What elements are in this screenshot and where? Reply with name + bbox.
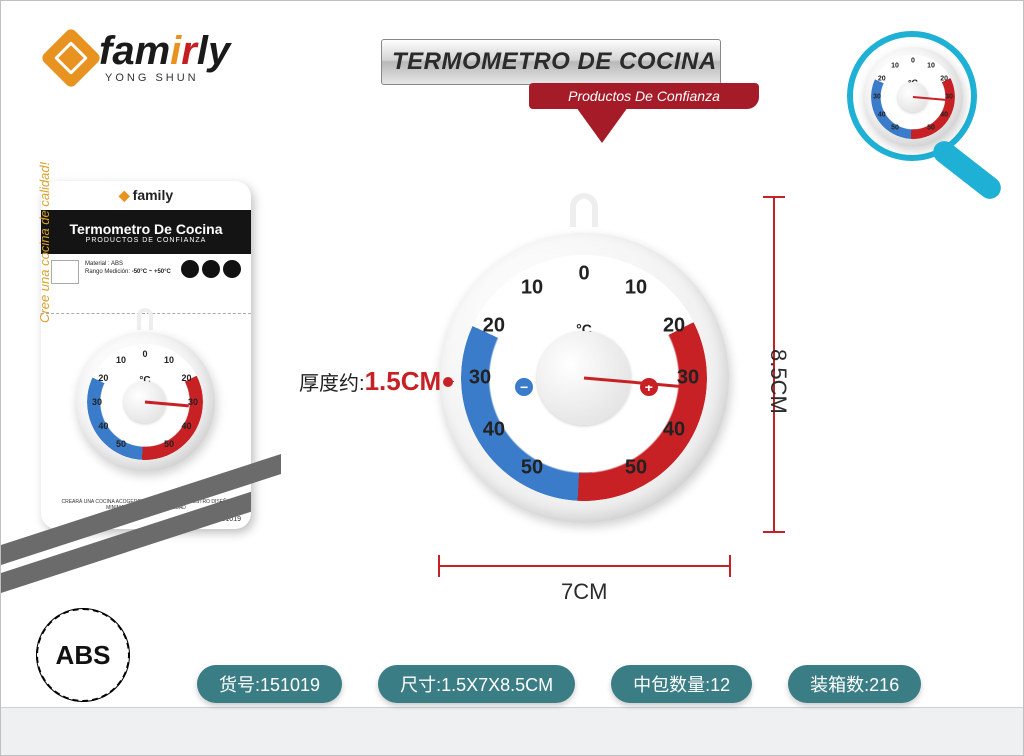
abs-label: ABS [56, 640, 111, 671]
scale-number: 50 [521, 457, 543, 480]
package-subtitle: PRODUCTOS DE CONFIANZA [86, 237, 207, 244]
package-logo: family [51, 187, 241, 204]
bottom-bar [1, 707, 1023, 755]
scale-number: 10 [164, 355, 174, 365]
scale-number: 0 [142, 349, 147, 359]
magnifier-ring-icon: °C 010203040501020304050 [847, 31, 977, 161]
scale-number: 10 [891, 62, 899, 69]
dim-tick [438, 555, 440, 577]
scale-number: 40 [940, 112, 948, 119]
abs-badge: ABS [37, 609, 129, 701]
brand-logo: famirly YONG SHUN [49, 31, 230, 84]
feature-icons [181, 260, 241, 284]
package-footer-text: CREARÁ UNA COCINA ACOGEDORA Y CÁLIDA CON… [51, 499, 241, 511]
package-material: Material : ABS Rango Medición: -50°C ~ +… [85, 260, 175, 284]
callout-dot-icon [443, 377, 453, 387]
brand-part: i [170, 29, 181, 73]
scale-number: 0 [911, 58, 915, 65]
scale-number: 50 [927, 125, 935, 132]
scale-number: 10 [116, 355, 126, 365]
title-tag: Productos De Confianza [529, 83, 759, 109]
brand-part: r [181, 29, 197, 73]
scale-number: 30 [945, 94, 953, 101]
spec-pill: 尺寸:1.5X7X8.5CM [378, 665, 575, 703]
package-title: Termometro De Cocina [70, 221, 223, 237]
main-thermometer: °C − + 010203040501020304050 [439, 233, 729, 523]
brand-logo-icon [40, 26, 102, 88]
scale-number: 20 [940, 76, 948, 83]
title-banner: TERMOMETRO DE COCINA Productos De Confia… [381, 39, 721, 85]
height-label: 8.5CM [765, 349, 791, 414]
scale-number: 20 [182, 373, 192, 383]
scale-number: 30 [469, 367, 491, 390]
scale-number: 20 [98, 373, 108, 383]
hook-icon [137, 308, 153, 330]
product-title: TERMOMETRO DE COCINA [392, 48, 717, 76]
package-ref: REF:151019 [202, 516, 241, 523]
title-plate: TERMOMETRO DE COCINA [381, 39, 721, 85]
brand-subtitle: YONG SHUN [105, 73, 230, 84]
magnifier-handle-icon [929, 137, 1006, 204]
scale-number: 50 [891, 125, 899, 132]
scale-number: 20 [663, 315, 685, 338]
dim-tick [729, 555, 731, 577]
scale-number: 30 [873, 94, 881, 101]
dial-face: °C − + 010203040501020304050 [461, 255, 707, 501]
minus-icon: − [515, 378, 533, 396]
scale-number: 0 [578, 263, 589, 286]
scale-number: 20 [483, 315, 505, 338]
scale-number: 40 [663, 419, 685, 442]
scale-number: 40 [483, 419, 505, 442]
spec-pill: 货号:151019 [197, 665, 342, 703]
scale-number: 50 [625, 457, 647, 480]
thickness-annotation: 厚度约:1.5CM [299, 366, 441, 397]
scale-number: 40 [182, 421, 192, 431]
hook-icon [570, 193, 598, 227]
package-card: family Termometro De Cocina PRODUCTOS DE… [41, 181, 251, 529]
scale-number: 40 [98, 421, 108, 431]
scale-number: 10 [927, 62, 935, 69]
scale-number: 50 [164, 439, 174, 449]
scale-number: 30 [677, 367, 699, 390]
scale-number: 30 [188, 397, 198, 407]
scale-number: 10 [521, 276, 543, 299]
spec-pill: 装箱数:216 [788, 665, 921, 703]
dim-tick [763, 531, 785, 533]
magnifier-detail: °C 010203040501020304050 [847, 31, 977, 161]
width-label: 7CM [561, 579, 607, 605]
cert-icon [51, 260, 79, 284]
scale-number: 50 [116, 439, 126, 449]
scale-number: 10 [625, 276, 647, 299]
decorative-stripes [1, 545, 301, 615]
dim-tick [763, 196, 785, 198]
product-tagline: Productos De Confianza [568, 88, 720, 104]
scale-number: 30 [92, 397, 102, 407]
spec-pill: 中包数量:12 [611, 665, 752, 703]
package-title-bar: Termometro De Cocina PRODUCTOS DE CONFIA… [41, 210, 251, 254]
brand-part: ly [197, 29, 230, 73]
scale-number: 20 [878, 76, 886, 83]
dim-line-width [439, 565, 731, 567]
scale-number: 40 [878, 112, 886, 119]
brand-name: famirly [99, 31, 230, 71]
speech-arrow-icon [576, 107, 628, 143]
brand-part: fam [99, 29, 170, 73]
spec-pills: 货号:151019 尺寸:1.5X7X8.5CM 中包数量:12 装箱数:216 [197, 665, 921, 703]
